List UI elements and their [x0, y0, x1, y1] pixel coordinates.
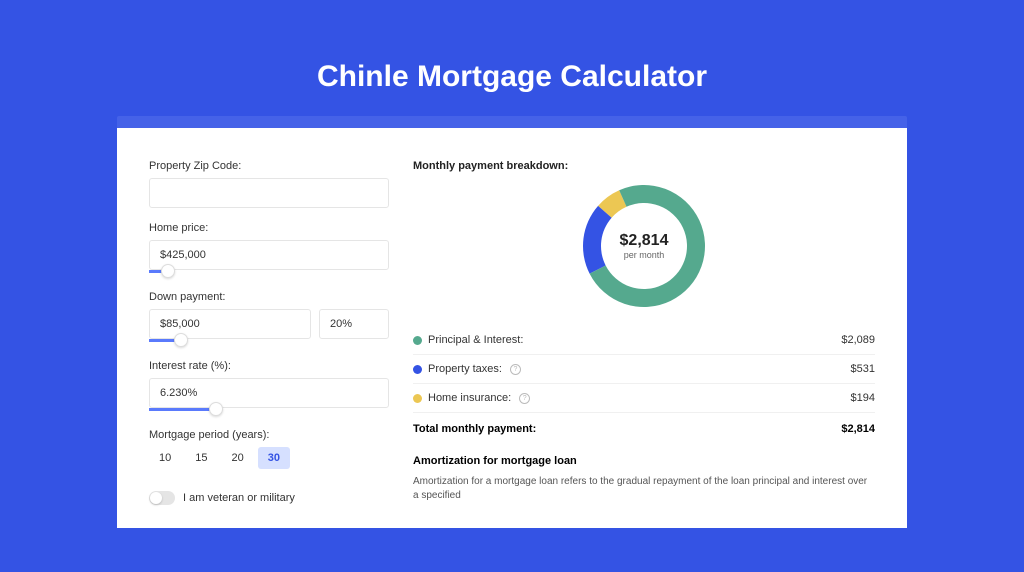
period-buttons: 10152030 [149, 447, 389, 469]
home-price-input[interactable] [149, 240, 389, 270]
breakdown-column: Monthly payment breakdown: $2,814per mon… [413, 160, 875, 528]
help-icon[interactable]: ? [510, 364, 521, 375]
legend-dot [413, 336, 422, 345]
breakdown-title: Monthly payment breakdown: [413, 160, 875, 172]
period-field-group: Mortgage period (years): 10152030 [149, 429, 389, 469]
veteran-toggle-row: I am veteran or military [149, 491, 389, 505]
donut-chart-wrap: $2,814per month [413, 184, 875, 308]
page-title: Chinle Mortgage Calculator [0, 60, 1024, 94]
amortization-text: Amortization for a mortgage loan refers … [413, 475, 875, 503]
period-button-10[interactable]: 10 [149, 447, 181, 469]
donut-segment [583, 206, 612, 274]
calculator-frame: Property Zip Code: Home price: Down paym… [117, 116, 907, 528]
legend-dot [413, 365, 422, 374]
amortization-title: Amortization for mortgage loan [413, 455, 875, 467]
down-payment-slider[interactable] [149, 336, 309, 346]
breakdown-value: $2,089 [841, 334, 875, 346]
legend-dot [413, 394, 422, 403]
veteran-toggle[interactable] [149, 491, 175, 505]
zip-label: Property Zip Code: [149, 160, 389, 172]
home-price-field-group: Home price: [149, 222, 389, 277]
interest-slider[interactable] [149, 405, 389, 415]
period-button-15[interactable]: 15 [185, 447, 217, 469]
breakdown-value: $194 [851, 392, 875, 404]
breakdown-label: Home insurance: [428, 392, 511, 404]
down-payment-pct-input[interactable] [319, 309, 389, 339]
breakdown-row: Property taxes:? $531 [413, 355, 875, 384]
calculator-card: Property Zip Code: Home price: Down paym… [117, 128, 907, 528]
breakdown-label: Property taxes: [428, 363, 502, 375]
breakdown-value: $531 [851, 363, 875, 375]
breakdown-row: Home insurance:? $194 [413, 384, 875, 412]
total-label: Total monthly payment: [413, 423, 536, 435]
period-button-30[interactable]: 30 [258, 447, 290, 469]
interest-input[interactable] [149, 378, 389, 408]
period-label: Mortgage period (years): [149, 429, 389, 441]
donut-chart: $2,814per month [582, 184, 706, 308]
zip-field-group: Property Zip Code: [149, 160, 389, 208]
total-value: $2,814 [841, 423, 875, 435]
period-button-20[interactable]: 20 [222, 447, 254, 469]
zip-input[interactable] [149, 178, 389, 208]
donut-center-sub: per month [624, 250, 665, 260]
home-price-slider[interactable] [149, 267, 389, 277]
form-column: Property Zip Code: Home price: Down paym… [149, 160, 389, 528]
donut-center-amount: $2,814 [620, 232, 669, 249]
home-price-label: Home price: [149, 222, 389, 234]
breakdown-rows: Principal & Interest: $2,089 Property taxe… [413, 326, 875, 412]
interest-field-group: Interest rate (%): [149, 360, 389, 415]
help-icon[interactable]: ? [519, 393, 530, 404]
breakdown-row: Principal & Interest: $2,089 [413, 326, 875, 355]
interest-label: Interest rate (%): [149, 360, 389, 372]
veteran-label: I am veteran or military [183, 492, 295, 504]
down-payment-label: Down payment: [149, 291, 389, 303]
down-payment-input[interactable] [149, 309, 311, 339]
down-payment-field-group: Down payment: [149, 291, 389, 346]
total-row: Total monthly payment: $2,814 [413, 412, 875, 449]
breakdown-label: Principal & Interest: [428, 334, 523, 346]
